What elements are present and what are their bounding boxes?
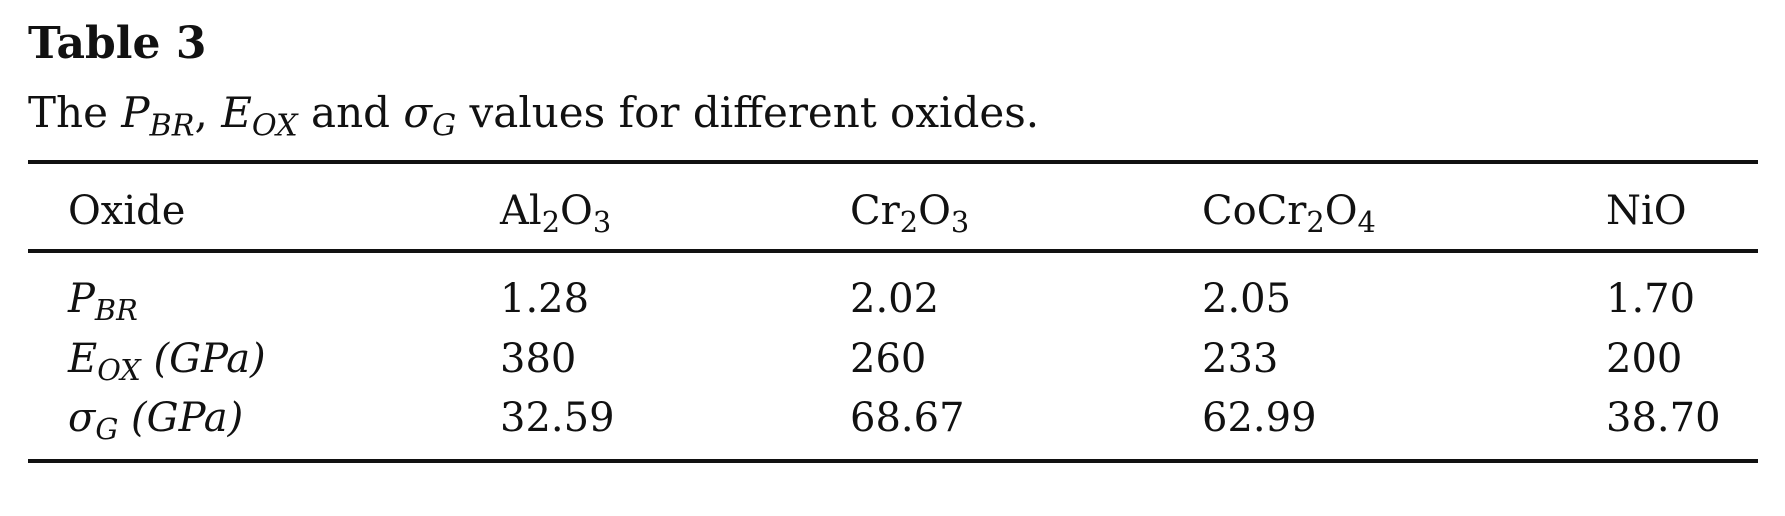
- row-label-eox: EOX (GPa): [68, 336, 266, 388]
- table-cell: 260: [850, 336, 927, 382]
- table-title: Table 3: [28, 18, 207, 69]
- table-rule-mid: [28, 249, 1758, 253]
- caption-separator: and: [297, 88, 404, 137]
- caption-separator: ,: [194, 88, 222, 137]
- table-cell: 2.05: [1202, 276, 1292, 322]
- table-caption: The PBR, EOX and σG values for different…: [28, 88, 1040, 141]
- table-cell: 38.70: [1606, 395, 1721, 441]
- header-oxide: Oxide: [68, 188, 186, 234]
- caption-sigma-subscript: G: [432, 108, 457, 144]
- header-cocr2o4: CoCr2O4: [1202, 188, 1376, 240]
- header-cr2o3: Cr2O3: [850, 188, 970, 240]
- caption-e-subscript: OX: [251, 108, 298, 144]
- table-cell: 380: [500, 336, 577, 382]
- caption-p-subscript: BR: [149, 108, 195, 144]
- caption-sigma-symbol: σ: [403, 88, 433, 137]
- caption-prefix: The: [28, 88, 122, 137]
- table-cell: 233: [1202, 336, 1279, 382]
- header-nio: NiO: [1606, 188, 1687, 234]
- table-rule-top: [28, 160, 1758, 164]
- table-cell: 1.70: [1606, 276, 1696, 322]
- header-al2o3: Al2O3: [500, 188, 612, 240]
- table-cell: 2.02: [850, 276, 940, 322]
- table-cell: 62.99: [1202, 395, 1317, 441]
- row-label-pbr: PBR: [68, 276, 138, 328]
- table-cell: 68.67: [850, 395, 965, 441]
- table-cell: 1.28: [500, 276, 590, 322]
- row-label-sigmag: σG (GPa): [68, 395, 244, 447]
- table-cell: 200: [1606, 336, 1683, 382]
- caption-p-symbol: P: [121, 88, 150, 137]
- table-cell: 32.59: [500, 395, 615, 441]
- table-rule-bottom: [28, 459, 1758, 463]
- caption-e-symbol: E: [221, 88, 252, 137]
- caption-suffix: values for different oxides.: [456, 88, 1040, 137]
